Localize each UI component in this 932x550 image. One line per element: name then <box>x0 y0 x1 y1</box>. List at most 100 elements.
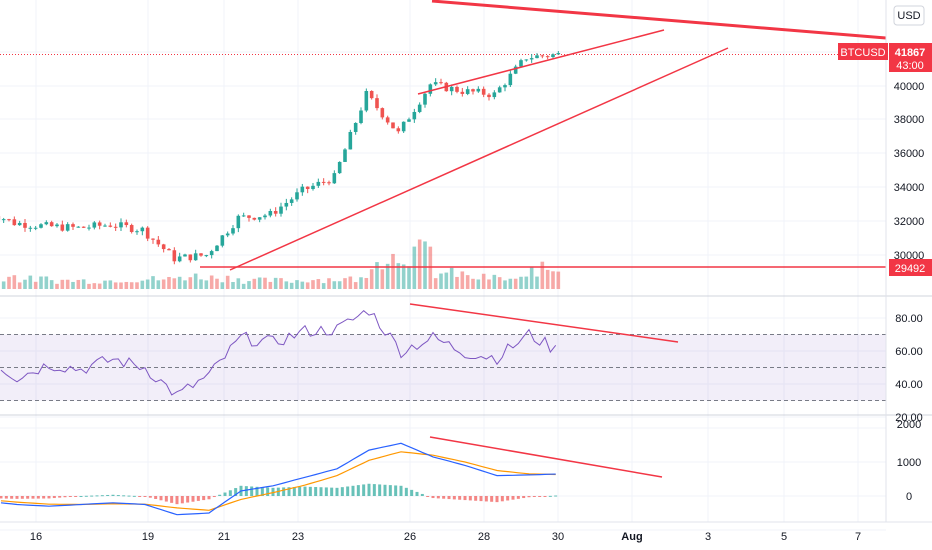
volume-bar <box>391 253 395 289</box>
macd-histogram-bar <box>463 496 467 501</box>
price-tick-label: 40000 <box>894 81 925 93</box>
macd-histogram-bar <box>244 486 248 496</box>
volume-bar <box>167 276 171 289</box>
macd-histogram-bar <box>287 487 291 496</box>
volume-bar <box>135 282 139 289</box>
volume-bar <box>503 280 507 289</box>
candle-body <box>87 227 91 229</box>
macd-histogram-bar <box>175 496 179 505</box>
volume-bar <box>7 276 11 289</box>
volume-bar <box>444 272 449 289</box>
macd-histogram-bar <box>532 496 536 497</box>
macd-histogram-bar <box>351 485 355 496</box>
volume-bar <box>481 273 486 289</box>
trend-line-drawings[interactable] <box>200 0 887 478</box>
candle-body <box>316 181 321 186</box>
volume-bar <box>273 277 278 289</box>
volume-bar <box>140 280 145 289</box>
macd-pane[interactable] <box>0 442 558 516</box>
macd-histogram-bar <box>116 495 120 497</box>
volume-bar <box>183 280 187 289</box>
volume-bar <box>44 276 49 289</box>
volume-bar <box>433 278 438 289</box>
candle-body <box>295 192 299 200</box>
symbol-label: BTCUSD <box>840 47 885 59</box>
volume-bar <box>113 282 118 289</box>
price-tick-label: 34000 <box>894 182 925 194</box>
volume-bar <box>492 274 497 289</box>
time-tick-label: 26 <box>404 531 416 543</box>
macd-histogram-bar <box>319 487 323 496</box>
macd-histogram-bar <box>68 496 72 497</box>
macd-histogram-bar <box>303 486 307 496</box>
candle-body <box>396 128 401 132</box>
rsi-line <box>0 310 557 396</box>
volume-bar <box>103 280 107 289</box>
volume-bar <box>268 281 273 289</box>
candle-body <box>503 85 507 88</box>
candle-body <box>449 86 454 92</box>
candle-body <box>391 122 395 129</box>
rsi-tick-label: 60.00 <box>895 346 923 358</box>
candle-body <box>71 224 75 227</box>
currency-label: USD <box>897 10 920 22</box>
volume-bar <box>65 279 70 289</box>
macd-histogram-bar <box>522 496 526 499</box>
candle-body <box>241 215 246 217</box>
candle-body <box>247 215 251 218</box>
volume-bar <box>353 282 358 289</box>
last-price-value: 41867 <box>895 47 926 59</box>
volume-bar <box>529 266 534 289</box>
macd-histogram-bar <box>79 496 83 497</box>
volume-bar <box>17 282 22 289</box>
macd-histogram-bar <box>74 496 78 497</box>
candle-body <box>188 254 193 261</box>
volume-bar <box>465 275 470 289</box>
candle-body <box>129 225 134 232</box>
volume-bar <box>460 271 465 289</box>
candle-body <box>172 250 177 262</box>
macd-tick-label: 0 <box>906 491 912 503</box>
currency-button[interactable]: USD <box>893 5 925 26</box>
rsi-axis[interactable]: 80.00 60.00 40.00 20.00 <box>895 313 923 424</box>
candle-body <box>535 55 539 59</box>
macd-histogram-bar <box>426 496 430 497</box>
macd-histogram-bar <box>356 485 360 496</box>
time-axis[interactable]: 16 19 21 23 26 28 30 Aug 3 5 7 <box>30 531 861 543</box>
macd-histogram-bar <box>143 496 147 497</box>
macd-histogram-bar <box>479 496 483 502</box>
macd-histogram-bar <box>250 486 254 496</box>
volume-bar <box>359 277 363 289</box>
volume-bar <box>177 276 182 289</box>
macd-histogram-bar <box>324 487 328 496</box>
candle-body <box>476 88 481 92</box>
time-tick-label: 7 <box>855 531 861 543</box>
macd-histogram-bar <box>282 487 286 496</box>
volume-bar <box>556 271 561 289</box>
volume-bar <box>316 279 321 289</box>
volume-bar <box>257 277 262 289</box>
volume-bar <box>209 275 214 289</box>
macd-histogram-bar <box>100 495 104 497</box>
time-tick-label: 5 <box>781 531 787 543</box>
macd-signal-line <box>0 451 556 511</box>
rsi-pane[interactable] <box>0 310 886 401</box>
macd-axis[interactable]: 2000 1000 0 <box>897 419 921 503</box>
price-tick-label: 38000 <box>894 114 925 126</box>
candle-body <box>327 182 331 184</box>
price-pane[interactable] <box>0 51 886 265</box>
volume-bar <box>49 280 54 289</box>
price-tick-label: 36000 <box>894 148 925 160</box>
macd-histogram-bar <box>47 496 51 499</box>
macd-histogram-bar <box>468 496 472 501</box>
candle-body <box>108 225 113 227</box>
volume-bar <box>513 278 518 289</box>
volume-bar <box>449 267 454 289</box>
volume-bar <box>375 262 379 289</box>
volume-bar <box>455 276 459 289</box>
volume-bar <box>119 282 123 289</box>
candle-body <box>375 98 379 109</box>
candle-body <box>252 217 257 220</box>
